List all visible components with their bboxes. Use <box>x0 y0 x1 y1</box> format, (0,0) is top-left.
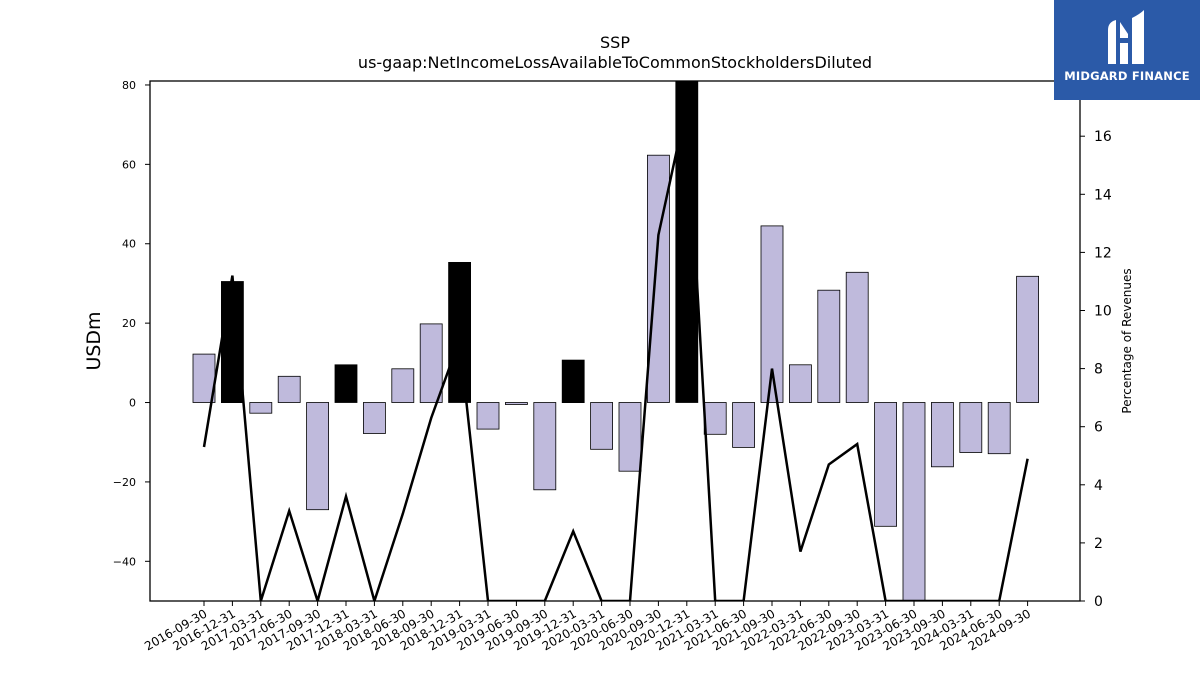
bar-2023-03-31 <box>931 402 954 468</box>
plot-area: −40−2002040608002468101214162016-09-3020… <box>113 79 1112 654</box>
y2-tick-label: 4 <box>1094 478 1103 494</box>
bar-2023-06-30 <box>959 402 983 453</box>
bar-2021-09-30 <box>760 225 784 403</box>
bar-2019-09-30 <box>533 402 557 491</box>
y2-tick-label: 2 <box>1094 536 1103 552</box>
bar-2021-12-31 <box>789 364 812 403</box>
bar-2018-12-31 <box>448 261 472 403</box>
y2-tick-label: 10 <box>1094 303 1112 319</box>
midgard-logo-icon <box>1108 10 1144 64</box>
y-tick-label: 40 <box>122 238 136 251</box>
y2-axis-label: Percentage of Revenues <box>1120 268 1134 413</box>
bar-2021-06-30 <box>732 402 755 448</box>
bar-2017-03-31 <box>249 402 273 414</box>
y2-tick-label: 14 <box>1094 187 1112 203</box>
bar-2020-03-31 <box>590 402 613 450</box>
bar-2019-06-30 <box>504 402 528 405</box>
y2-tick-label: 6 <box>1094 420 1103 436</box>
bar-2022-06-30 <box>845 271 869 403</box>
bar-2019-12-31 <box>561 359 585 404</box>
y-tick-label: 80 <box>122 79 136 92</box>
chart-title: SSP <box>600 33 630 52</box>
y2-tick-label: 8 <box>1094 362 1103 378</box>
bar-2018-03-31 <box>362 402 386 434</box>
y2-tick-label: 16 <box>1094 129 1112 145</box>
bar-2019-03-31 <box>476 402 500 430</box>
bar-2017-06-30 <box>277 375 301 403</box>
bar-2022-09-30 <box>874 402 897 527</box>
bar-2016-12-31 <box>220 281 244 403</box>
y-axis-label: USDm <box>83 311 105 370</box>
y-tick-label: 0 <box>129 397 136 410</box>
bar-2017-12-31 <box>334 364 358 403</box>
bar-2020-09-30 <box>647 154 670 403</box>
bar-2022-12-31 <box>902 402 926 601</box>
bar-2020-06-30 <box>618 402 642 472</box>
y2-tick-label: 12 <box>1094 245 1112 261</box>
line-series <box>202 103 1029 601</box>
bar-2021-03-31 <box>703 402 727 435</box>
bar-2022-03-31 <box>817 289 841 403</box>
y-tick-label: 60 <box>122 158 136 171</box>
chart-subtitle: us-gaap:NetIncomeLossAvailableToCommonSt… <box>358 53 872 72</box>
bar-series <box>192 81 1039 601</box>
plot-frame <box>149 80 1081 602</box>
bar-2017-09-30 <box>306 402 330 511</box>
y2-tick-label: 0 <box>1094 594 1103 610</box>
bar-2018-06-30 <box>391 368 415 403</box>
bar-2023-12-31 <box>1016 275 1039 403</box>
bar-2018-09-30 <box>419 323 443 403</box>
bar-2020-12-31 <box>675 81 699 403</box>
y-tick-label: −20 <box>113 476 136 489</box>
brand-name: MIDGARD FINANCE <box>1064 69 1190 83</box>
bar-2023-09-30 <box>987 402 1011 455</box>
y-tick-label: −40 <box>113 555 136 568</box>
y-tick-label: 20 <box>122 317 136 330</box>
brand-logo: MIDGARD FINANCE <box>1054 0 1200 100</box>
